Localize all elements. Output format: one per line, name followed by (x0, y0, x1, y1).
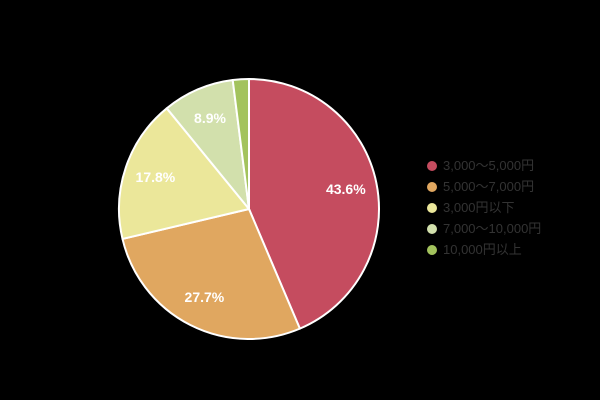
pie-slice-2[interactable] (118, 107, 250, 240)
pie-slice-1[interactable] (121, 208, 301, 340)
legend-marker-icon (427, 202, 437, 213)
pie-slice-0[interactable] (248, 78, 380, 330)
legend-item-label: 3,000円以下 (443, 200, 515, 215)
legend-marker-icon (427, 181, 437, 192)
legend-marker-icon (427, 244, 437, 255)
pie-slice-4[interactable] (231, 78, 250, 210)
legend-item-label: 3,000〜5,000円 (443, 158, 535, 173)
legend-item-1[interactable]: 5,000〜7,000円 (427, 176, 541, 197)
legend-item-4[interactable]: 10,000円以上 (427, 239, 541, 260)
legend-item-label: 10,000円以上 (443, 242, 522, 257)
legend-marker-icon (427, 160, 437, 171)
legend: 3,000〜5,000円 5,000〜7,000円 3,000円以下 7,000〜10… (427, 155, 541, 260)
legend-item-0[interactable]: 3,000〜5,000円 (427, 155, 541, 176)
legend-item-label: 7,000〜10,000円 (443, 221, 542, 236)
legend-item-label: 5,000〜7,000円 (443, 179, 535, 194)
legend-marker-icon (427, 223, 437, 234)
legend-item-2[interactable]: 3,000円以下 (427, 197, 541, 218)
legend-item-3[interactable]: 7,000〜10,000円 (427, 218, 541, 239)
